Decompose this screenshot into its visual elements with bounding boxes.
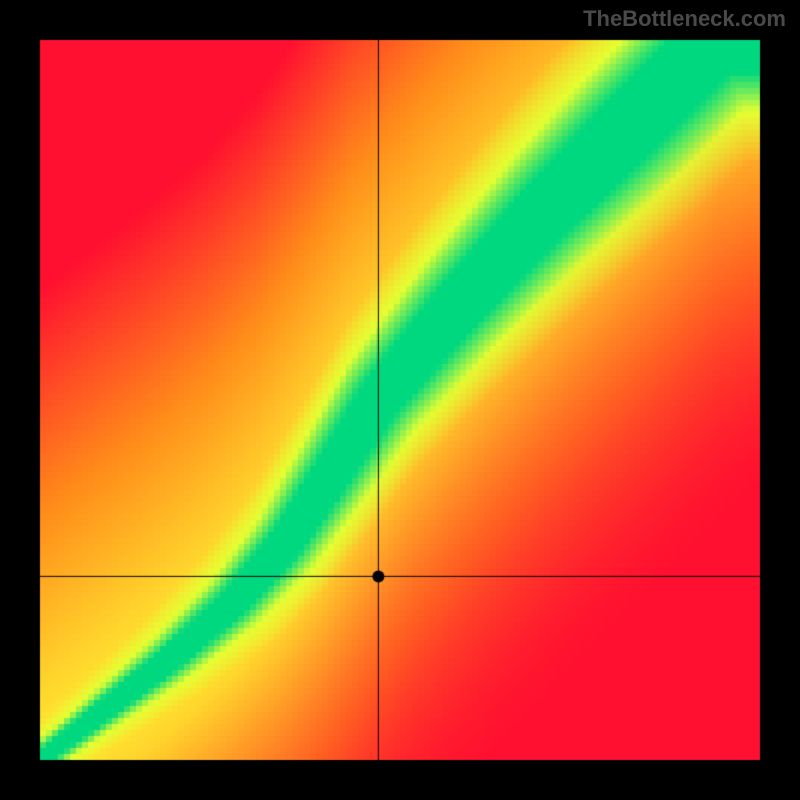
chart-container: TheBottleneck.com <box>0 0 800 800</box>
bottleneck-heatmap <box>0 0 800 800</box>
watermark-text: TheBottleneck.com <box>583 6 786 32</box>
